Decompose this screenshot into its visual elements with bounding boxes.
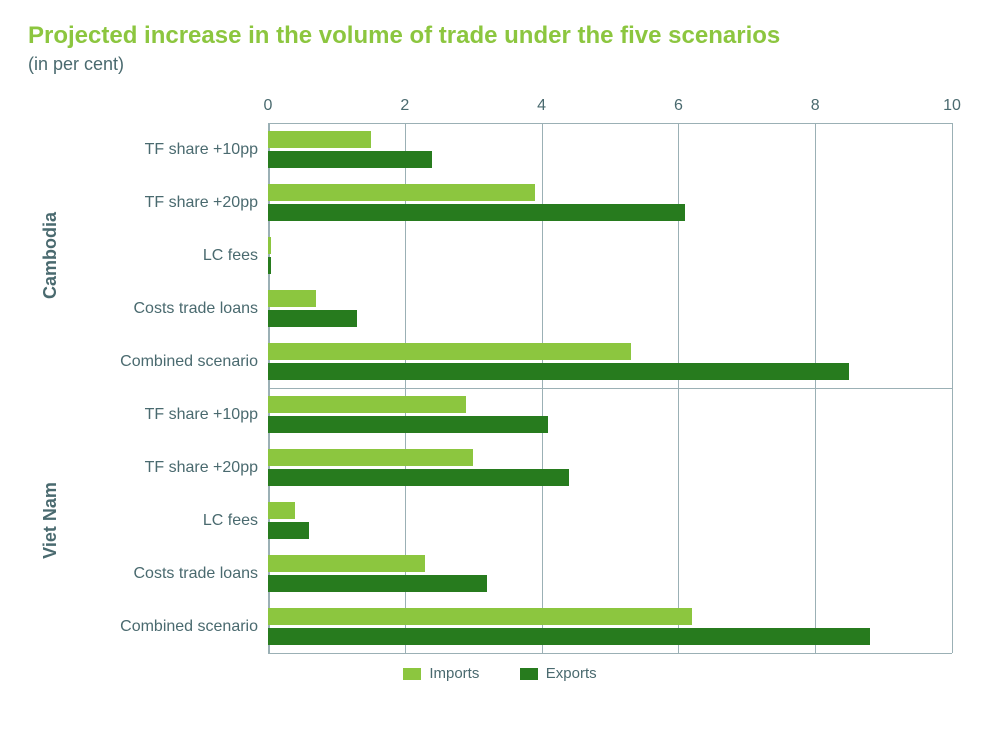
category-row: TF share +10pp bbox=[78, 123, 972, 176]
bar-pair bbox=[268, 129, 952, 170]
bar-imports bbox=[268, 184, 535, 200]
category-row: Combined scenario bbox=[78, 600, 972, 653]
group-separator bbox=[268, 653, 952, 654]
bar-pair bbox=[268, 500, 952, 541]
category-row: TF share +20pp bbox=[78, 441, 972, 494]
bar-exports bbox=[268, 469, 569, 485]
category-label: TF share +20pp bbox=[78, 194, 258, 212]
chart-title: Projected increase in the volume of trad… bbox=[28, 22, 972, 50]
group-label-wrap: Viet Nam bbox=[28, 388, 72, 653]
bar-exports bbox=[268, 522, 309, 538]
x-axis: 0246810 bbox=[268, 93, 952, 123]
bar-imports bbox=[268, 343, 631, 359]
legend-item-imports: Imports bbox=[403, 665, 479, 682]
category-label: Combined scenario bbox=[78, 618, 258, 636]
category-label: TF share +10pp bbox=[78, 141, 258, 159]
bar-imports bbox=[268, 396, 466, 412]
bar-imports bbox=[268, 237, 271, 253]
bar-exports bbox=[268, 575, 487, 591]
bar-exports bbox=[268, 416, 548, 432]
chart-container: Projected increase in the volume of trad… bbox=[0, 0, 1000, 731]
category-label: LC fees bbox=[78, 247, 258, 265]
bar-exports bbox=[268, 204, 685, 220]
bar-pair bbox=[268, 394, 952, 435]
category-row: TF share +10pp bbox=[78, 388, 972, 441]
group-label: Cambodia bbox=[40, 212, 61, 299]
group-label-wrap: Cambodia bbox=[28, 123, 72, 388]
bar-pair bbox=[268, 288, 952, 329]
x-tick-label: 6 bbox=[674, 97, 683, 115]
x-tick-label: 2 bbox=[400, 97, 409, 115]
bar-exports bbox=[268, 363, 849, 379]
legend-item-exports: Exports bbox=[520, 665, 597, 682]
category-row: Costs trade loans bbox=[78, 547, 972, 600]
x-tick-label: 0 bbox=[264, 97, 273, 115]
category-label: LC fees bbox=[78, 512, 258, 530]
legend-swatch-imports bbox=[403, 668, 421, 680]
bar-imports bbox=[268, 608, 692, 624]
plot: 0 2 4 6 8 10 Cambodia TF share +10pp TF share +… bbox=[28, 93, 972, 663]
category-label: Costs trade loans bbox=[78, 565, 258, 583]
category-label: Combined scenario bbox=[78, 353, 258, 371]
chart-subtitle: (in per cent) bbox=[28, 54, 972, 75]
bar-pair bbox=[268, 606, 952, 647]
x-tick-label: 4 bbox=[537, 97, 546, 115]
category-row: Costs trade loans bbox=[78, 282, 972, 335]
legend-swatch-exports bbox=[520, 668, 538, 680]
bar-imports bbox=[268, 131, 371, 147]
bar-pair bbox=[268, 182, 952, 223]
bar-pair bbox=[268, 341, 952, 382]
group-label: Viet Nam bbox=[40, 482, 61, 559]
category-row: Combined scenario bbox=[78, 335, 972, 388]
bar-exports bbox=[268, 628, 870, 644]
category-label: Costs trade loans bbox=[78, 300, 258, 318]
category-row: TF share +20pp bbox=[78, 176, 972, 229]
bar-imports bbox=[268, 555, 425, 571]
legend-label-exports: Exports bbox=[546, 665, 597, 682]
legend: Imports Exports bbox=[28, 665, 972, 685]
category-row: LC fees bbox=[78, 229, 972, 282]
bar-exports bbox=[268, 257, 271, 273]
legend-label-imports: Imports bbox=[429, 665, 479, 682]
category-label: TF share +10pp bbox=[78, 406, 258, 424]
bar-pair bbox=[268, 235, 952, 276]
bar-pair bbox=[268, 447, 952, 488]
bar-imports bbox=[268, 502, 295, 518]
category-label: TF share +20pp bbox=[78, 459, 258, 477]
bar-exports bbox=[268, 310, 357, 326]
bar-imports bbox=[268, 290, 316, 306]
x-tick-label: 8 bbox=[811, 97, 820, 115]
bar-imports bbox=[268, 449, 473, 465]
bar-exports bbox=[268, 151, 432, 167]
category-row: LC fees bbox=[78, 494, 972, 547]
bar-pair bbox=[268, 553, 952, 594]
x-tick-label: 10 bbox=[943, 97, 961, 115]
